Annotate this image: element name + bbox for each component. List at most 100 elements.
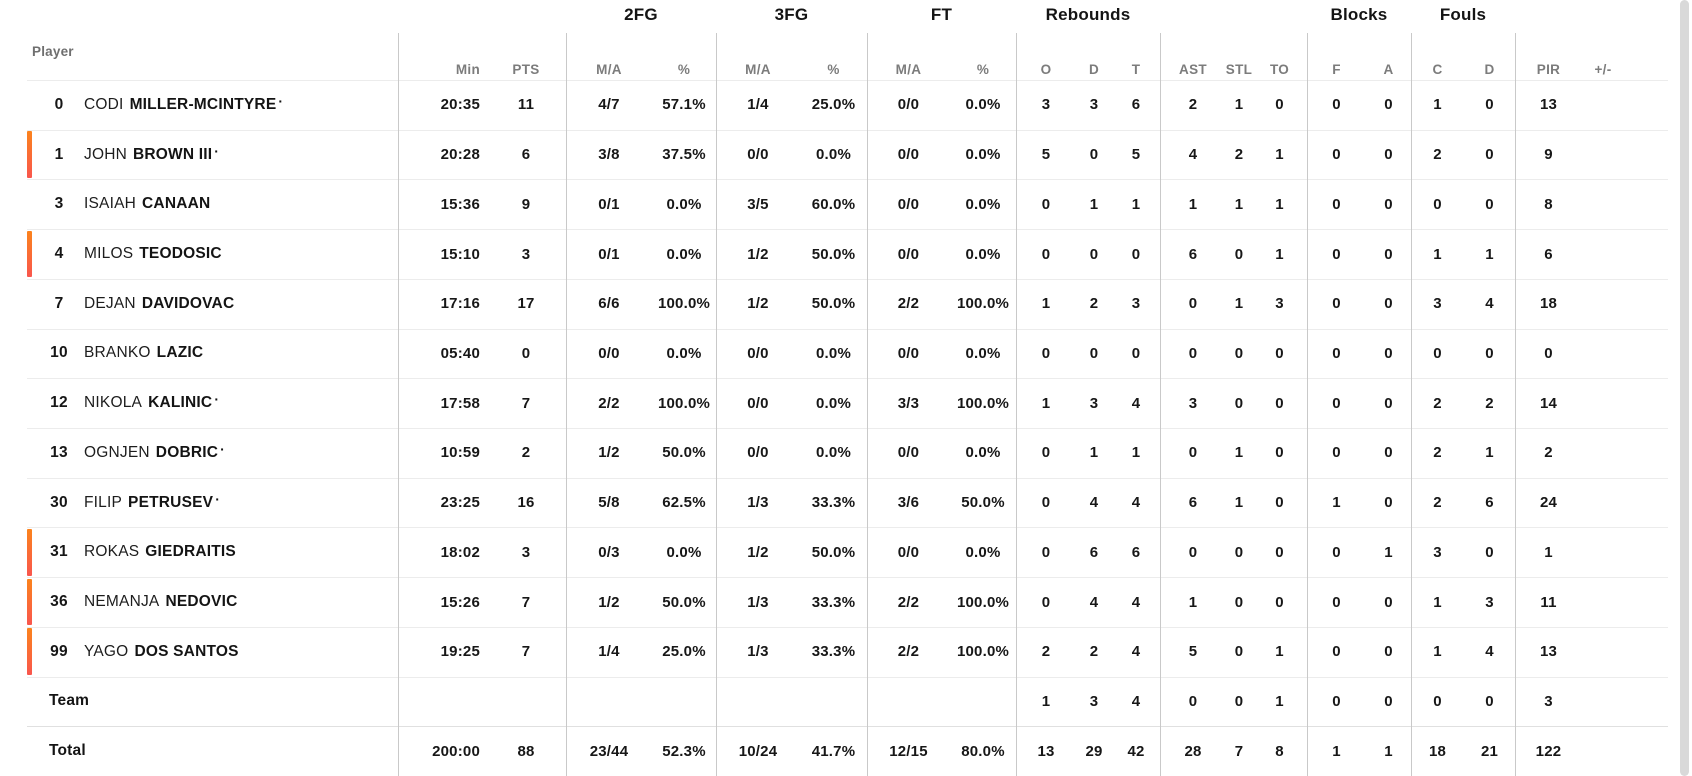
stat-to: 1 bbox=[1275, 146, 1284, 164]
stat-stl: 1 bbox=[1234, 295, 1244, 313]
stat-ft_ma: 0/0 bbox=[897, 195, 920, 213]
stat-pir: 8 bbox=[1544, 195, 1553, 213]
stat-stl: 0 bbox=[1234, 643, 1244, 661]
stat-fg2_pct: 37.5% bbox=[662, 146, 706, 164]
stat-ast: 3 bbox=[1188, 394, 1198, 412]
player-row[interactable]: 99 YAGO DOS SANTOS 19:25 7 1/4 25.0% 1/3 33.3% 2/… bbox=[0, 626, 1692, 677]
player-cell: 13 OGNJEN DOBRIC · bbox=[0, 428, 398, 478]
stat-foul_c: 1 bbox=[1433, 593, 1442, 611]
stat-reb_o: 0 bbox=[1041, 543, 1051, 561]
stat-min: 15:36 bbox=[440, 195, 480, 213]
player-cell: Total bbox=[0, 726, 398, 776]
stat-blk_a: 0 bbox=[1384, 494, 1393, 512]
stat-reb_t: 3 bbox=[1131, 295, 1141, 313]
starter-indicator: · bbox=[214, 391, 220, 408]
stat-pir: 24 bbox=[1539, 494, 1558, 512]
stat-ft_pct: 0.0% bbox=[965, 543, 1001, 561]
column-separator bbox=[1016, 33, 1017, 776]
stat-min: 15:26 bbox=[440, 593, 480, 611]
stat-min: 05:40 bbox=[440, 344, 480, 362]
stat-reb_t: 4 bbox=[1131, 394, 1141, 412]
col-header-to: TO bbox=[1269, 62, 1290, 77]
stat-blk_f: 1 bbox=[1332, 742, 1341, 760]
stat-pts: 16 bbox=[517, 494, 535, 512]
stat-blk_a: 0 bbox=[1384, 195, 1393, 213]
stat-blk_f: 0 bbox=[1332, 543, 1341, 561]
stat-fg2_ma: 0/0 bbox=[598, 344, 620, 362]
stat-pts: 7 bbox=[521, 643, 531, 661]
stat-foul_d: 2 bbox=[1485, 394, 1494, 412]
stat-pir: 3 bbox=[1544, 692, 1553, 710]
stat-pts: 17 bbox=[517, 295, 535, 313]
stat-reb_d: 3 bbox=[1089, 394, 1099, 412]
stat-stl: 0 bbox=[1234, 543, 1244, 561]
stat-fg2_pct: 0.0% bbox=[666, 195, 702, 213]
stat-fg3_pct: 50.0% bbox=[811, 245, 856, 263]
stat-fg2_ma: 0/1 bbox=[598, 245, 620, 263]
col-header-ast: AST bbox=[1179, 62, 1207, 77]
player-row[interactable]: 4 MILOS TEODOSIC 15:10 3 0/1 0.0% 1/2 50.0% 0/0 0.… bbox=[0, 229, 1692, 279]
player-row[interactable]: 31 ROKAS GIEDRAITIS 18:02 3 0/3 0.0% 1/2 50.0% 0/… bbox=[0, 527, 1692, 578]
stat-fg2_ma: 1/4 bbox=[598, 643, 620, 661]
player-row[interactable]: 0 CODI MILLER-MCINTYRE · 20:35 11 4/7 57.1% 1/4 2… bbox=[0, 80, 1692, 130]
player-last-name: TEODOSIC bbox=[139, 245, 222, 263]
on-court-indicator bbox=[27, 628, 32, 676]
stat-blk_a: 1 bbox=[1384, 742, 1393, 760]
player-number: 12 bbox=[50, 394, 68, 412]
stat-foul_d: 0 bbox=[1485, 692, 1494, 710]
stat-ft_ma: 12/15 bbox=[889, 742, 928, 760]
col-header-2fg-pct: % bbox=[677, 62, 691, 77]
stat-fg3_pct bbox=[800, 677, 867, 727]
player-row[interactable]: 1 JOHN BROWN III · 20:28 6 3/8 37.5% 0/0 0.0% 0/0 0… bbox=[0, 129, 1692, 180]
player-first-name: BRANKO bbox=[84, 344, 151, 362]
stat-fg2_pct: 50.0% bbox=[662, 444, 706, 462]
col-header-stl: STL bbox=[1225, 62, 1253, 77]
stat-fg2_pct bbox=[652, 677, 716, 727]
on-court-indicator bbox=[27, 230, 32, 278]
stat-ft_ma: 2/2 bbox=[897, 295, 920, 313]
stat-pts: 7 bbox=[521, 593, 531, 611]
player-row[interactable]: 30 FILIP PETRUSEV · 23:25 16 5/8 62.5% 1/3 33.3% 3… bbox=[0, 477, 1692, 528]
col-header-min: Min bbox=[455, 62, 480, 77]
player-row[interactable]: 7 DEJAN DAVIDOVAC 17:16 17 6/6 100.0% 1/2 50.0% 2… bbox=[0, 278, 1692, 329]
player-cell: 30 FILIP PETRUSEV · bbox=[0, 478, 398, 528]
stat-min: 17:16 bbox=[440, 295, 480, 313]
stat-fg3_ma: 0/0 bbox=[747, 146, 769, 164]
on-court-indicator bbox=[27, 528, 32, 576]
player-last-name: CANAAN bbox=[142, 195, 211, 213]
player-row[interactable]: 10 BRANKO LAZIC 05:40 0 0/0 0.0% 0/0 0.0% 0/0 0.0%… bbox=[0, 328, 1692, 379]
player-row[interactable]: 3 ISAIAH CANAAN 15:36 9 0/1 0.0% 3/5 60.0% 0/0 0.0… bbox=[0, 179, 1692, 230]
player-row[interactable]: 13 OGNJEN DOBRIC · 10:59 2 1/2 50.0% 0/0 0.0% 0/0 0… bbox=[0, 428, 1692, 478]
stat-fg3_pct: 0.0% bbox=[816, 146, 851, 164]
stat-pts: 3 bbox=[521, 543, 531, 561]
player-row[interactable]: 12 NIKOLA KALINIC · 17:58 7 2/2 100.0% 0/0 0.0% 3/… bbox=[0, 378, 1692, 429]
stat-ft_pct: 0.0% bbox=[965, 96, 1001, 114]
stat-fg2_ma: 0/3 bbox=[598, 543, 620, 561]
stat-fg3_pct: 33.3% bbox=[811, 593, 856, 611]
stat-ast: 5 bbox=[1188, 643, 1198, 661]
stat-fg3_ma: 10/24 bbox=[738, 742, 778, 760]
stat-ast: 0 bbox=[1188, 692, 1198, 710]
col-header-ft-ma: M/A bbox=[895, 62, 922, 77]
stat-ft_ma: 0/0 bbox=[897, 96, 920, 114]
stat-min: 23:25 bbox=[440, 494, 480, 512]
stat-foul_d: 3 bbox=[1485, 593, 1494, 611]
col-header-player-spacer bbox=[0, 62, 398, 77]
stat-fg3_pct: 0.0% bbox=[816, 394, 851, 412]
stat-plus_minus bbox=[1582, 677, 1624, 727]
stat-foul_d: 21 bbox=[1480, 742, 1499, 760]
col-header-pir: PIR bbox=[1536, 62, 1561, 77]
stat-fg3_ma: 1/4 bbox=[747, 96, 769, 114]
stat-fg2_ma: 3/8 bbox=[598, 146, 620, 164]
stat-reb_d: 1 bbox=[1089, 444, 1099, 462]
stat-blk_f: 0 bbox=[1332, 146, 1341, 164]
player-row[interactable]: 36 NEMANJA NEDOVIC 15:26 7 1/2 50.0% 1/3 33.3% 2/… bbox=[0, 577, 1692, 627]
player-cell: 0 CODI MILLER-MCINTYRE · bbox=[0, 80, 398, 130]
stat-min: 17:58 bbox=[440, 394, 480, 412]
scrollbar-thumb[interactable] bbox=[1680, 0, 1689, 776]
stat-ft_pct: 50.0% bbox=[961, 494, 1005, 512]
stat-blk_a: 0 bbox=[1384, 444, 1393, 462]
col-header-reb-t: T bbox=[1131, 62, 1141, 77]
table-header: 2FG 3FG FT Rebounds Blocks Fouls Player … bbox=[0, 0, 1692, 80]
player-first-name: ISAIAH bbox=[84, 195, 137, 213]
